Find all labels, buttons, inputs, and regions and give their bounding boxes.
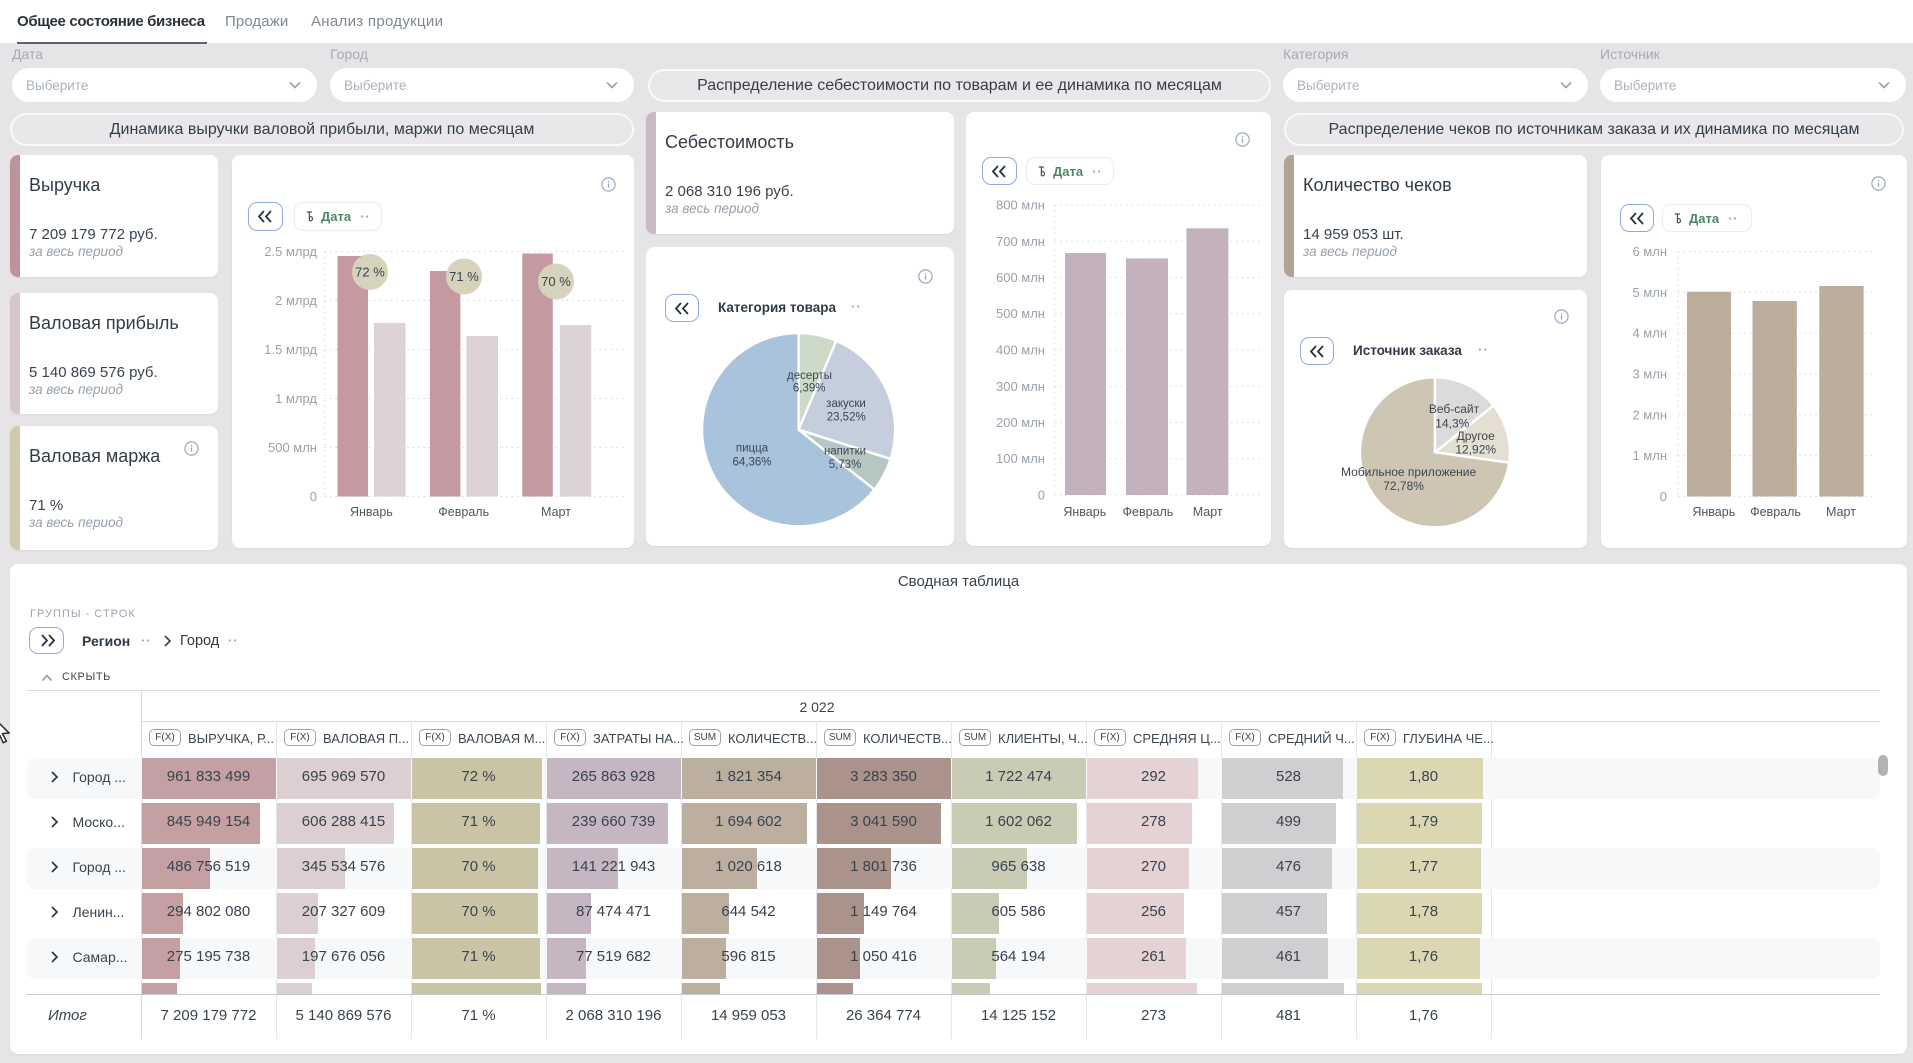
svg-text:23,52%: 23,52%	[827, 412, 866, 424]
svg-text:400 млн: 400 млн	[996, 343, 1045, 358]
svg-text:14,3%: 14,3%	[1435, 417, 1469, 431]
svg-text:6,39%: 6,39%	[793, 383, 826, 395]
svg-text:200 млн: 200 млн	[996, 415, 1045, 430]
svg-text:Март: Март	[1193, 505, 1223, 519]
svg-text:700 млн: 700 млн	[996, 234, 1045, 249]
svg-text:2 млн: 2 млн	[1632, 407, 1667, 422]
svg-text:500 млн: 500 млн	[268, 440, 317, 455]
svg-text:Март: Март	[541, 505, 571, 519]
svg-text:пицца: пицца	[736, 443, 769, 455]
svg-text:Веб-сайт: Веб-сайт	[1429, 402, 1480, 416]
svg-text:5 млн: 5 млн	[1632, 285, 1667, 300]
svg-text:600 млн: 600 млн	[996, 270, 1045, 285]
svg-text:300 млн: 300 млн	[996, 379, 1045, 394]
svg-text:4 млн: 4 млн	[1632, 326, 1667, 341]
svg-text:Март: Март	[1826, 505, 1856, 519]
svg-text:Январь: Январь	[1692, 505, 1735, 519]
svg-text:Январь: Январь	[350, 505, 393, 519]
svg-text:500 млн: 500 млн	[996, 306, 1045, 321]
svg-text:Мобильное приложение: Мобильное приложение	[1341, 465, 1477, 479]
svg-text:Февраль: Февраль	[1122, 505, 1173, 519]
svg-text:12,92%: 12,92%	[1455, 442, 1496, 456]
svg-text:1 млрд: 1 млрд	[275, 391, 317, 406]
svg-text:72,78%: 72,78%	[1383, 479, 1424, 493]
svg-text:71 %: 71 %	[449, 269, 479, 284]
svg-text:5,73%: 5,73%	[829, 459, 862, 471]
svg-text:64,36%: 64,36%	[732, 456, 771, 468]
svg-text:100 млн: 100 млн	[996, 451, 1045, 466]
svg-text:6 млн: 6 млн	[1632, 244, 1667, 259]
svg-text:2 млрд: 2 млрд	[275, 293, 317, 308]
svg-text:Февраль: Февраль	[1750, 505, 1801, 519]
svg-text:закуски: закуски	[826, 398, 866, 410]
svg-text:2.5 млрд: 2.5 млрд	[264, 244, 317, 259]
svg-text:70 %: 70 %	[541, 274, 571, 289]
svg-text:72 %: 72 %	[355, 265, 385, 280]
svg-text:десерты: десерты	[787, 370, 832, 382]
svg-text:0: 0	[1660, 489, 1667, 504]
svg-text:Январь: Январь	[1063, 505, 1106, 519]
svg-text:1.5 млрд: 1.5 млрд	[264, 342, 317, 357]
svg-text:Февраль: Февраль	[438, 505, 489, 519]
svg-text:0: 0	[1038, 488, 1045, 503]
svg-text:1 млн: 1 млн	[1632, 448, 1667, 463]
svg-text:напитки: напитки	[824, 445, 866, 457]
svg-text:Другое: Другое	[1457, 429, 1495, 443]
svg-text:0: 0	[310, 489, 317, 504]
svg-text:3 млн: 3 млн	[1632, 367, 1667, 382]
svg-text:800 млн: 800 млн	[996, 198, 1045, 213]
